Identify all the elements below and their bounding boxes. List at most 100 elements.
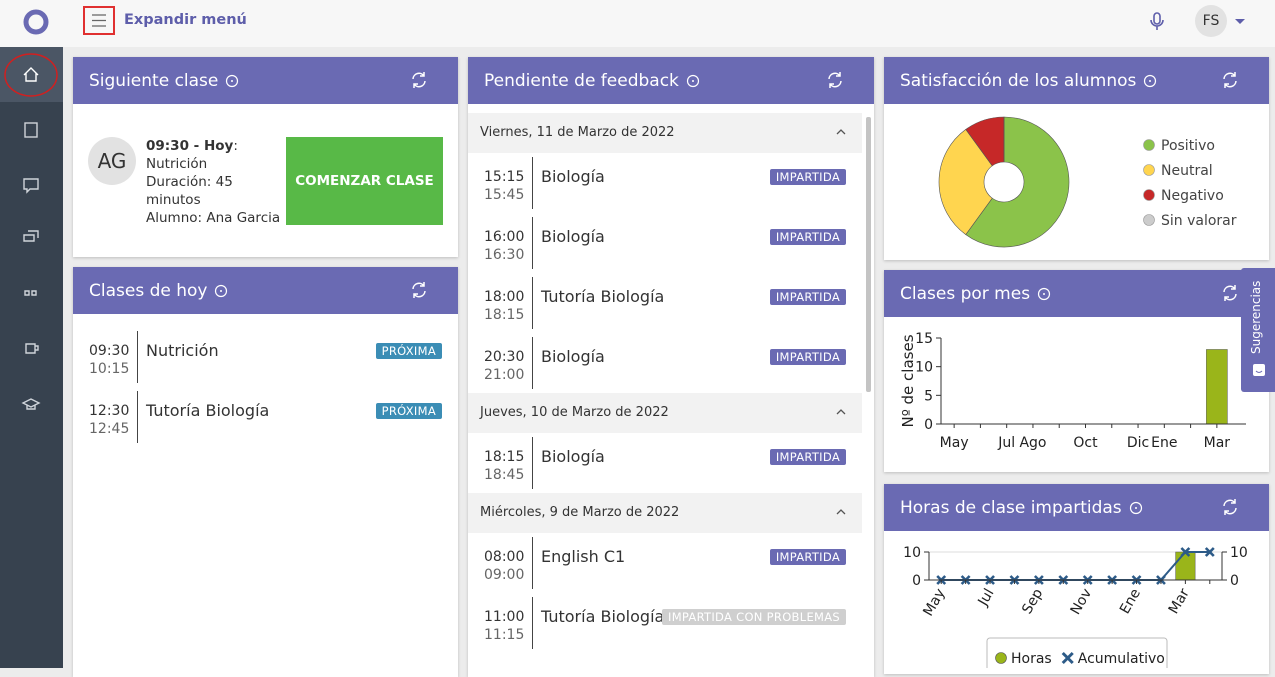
class-name: Tutoría Biología — [541, 607, 665, 626]
y-tick-label: 0 — [924, 417, 933, 433]
divider — [532, 337, 533, 389]
class-name: Biología — [541, 447, 605, 466]
class-time: 09:30 - Hoy — [146, 138, 234, 154]
help-icon[interactable] — [1129, 501, 1143, 515]
legend-box — [986, 637, 1168, 674]
class-row[interactable]: 12:30 12:45 Tutoría Biología PRÓXIMA — [73, 387, 458, 447]
cap-icon[interactable] — [21, 398, 41, 410]
highlight-ring — [4, 53, 58, 97]
class-name: Biología — [541, 167, 605, 186]
group-date: Viernes, 11 de Marzo de 2022 — [480, 125, 675, 140]
chat-icon[interactable] — [23, 178, 39, 194]
chevron — [836, 509, 846, 515]
home-icon[interactable] — [23, 67, 39, 82]
pie-slice — [938, 128, 993, 236]
status-badge: IMPARTIDA — [769, 349, 846, 365]
help-icon[interactable] — [686, 74, 700, 88]
class-row[interactable]: 11:00 11:15 Tutoría Biología IMPARTIDA CON … — [468, 593, 862, 653]
status-badge: IMPARTIDA — [769, 289, 846, 305]
refresh-icon[interactable] — [1221, 71, 1239, 89]
card-header: Satisfacción de los alumnos — [884, 57, 1269, 104]
help-icon[interactable] — [214, 284, 228, 298]
divider — [532, 217, 533, 269]
legend-label: Horas — [1011, 651, 1052, 667]
status-badge: PRÓXIMA — [375, 343, 442, 359]
legend-swatch — [1143, 214, 1155, 226]
start-time: 08:00 — [484, 549, 525, 565]
inbox-icon[interactable] — [23, 230, 39, 242]
refresh-icon[interactable] — [410, 71, 428, 89]
quote-icon[interactable] — [24, 290, 37, 296]
y2-tick-label: 10 — [1230, 545, 1248, 561]
suggestions-icon — [1253, 364, 1265, 376]
start-class-button[interactable]: COMENZAR CLASE — [286, 137, 443, 225]
group-header[interactable]: Viernes, 11 de Marzo de 2022 — [468, 113, 862, 153]
class-row[interactable]: 20:30 21:00 Biología IMPARTIDA — [468, 333, 862, 393]
class-row[interactable]: 18:15 18:45 Biología IMPARTIDA — [468, 433, 862, 493]
suggestions-tab[interactable]: Sugerencias — [1241, 268, 1275, 392]
card-title: Clases de hoy — [89, 280, 208, 301]
sidebar-icons — [0, 47, 63, 410]
user-avatar[interactable]: FS — [1195, 5, 1227, 37]
pie-slice — [965, 116, 1070, 248]
class-name: Tutoría Biología — [541, 287, 665, 306]
refresh-icon[interactable] — [410, 281, 428, 299]
menu-label[interactable]: Expandir menú — [124, 12, 247, 28]
class-info: 09:30 - Hoy: Nutrición Duración: 45 minu… — [146, 137, 284, 227]
refresh-icon[interactable] — [1221, 284, 1239, 302]
status-badge: PRÓXIMA — [375, 403, 442, 419]
help-icon[interactable] — [225, 74, 239, 88]
class-time-suffix: : — [233, 138, 238, 154]
user-caret[interactable] — [1234, 18, 1246, 26]
book-icon[interactable] — [24, 122, 38, 138]
legend-swatch — [1061, 651, 1074, 665]
chevron — [836, 129, 846, 135]
top-bar: Expandir menú FS — [0, 0, 1275, 47]
class-row[interactable]: 09:30 10:15 Nutrición PRÓXIMA — [73, 327, 458, 387]
class-name: Biología — [541, 227, 605, 246]
mic-icon[interactable] — [1148, 11, 1166, 33]
help-icon[interactable] — [1037, 287, 1051, 301]
x-tick-label: Sep — [1019, 586, 1046, 617]
end-time: 12:45 — [89, 421, 130, 437]
scrollbar[interactable] — [866, 117, 871, 392]
divider — [532, 597, 533, 649]
legend-label: Sin valorar — [1161, 213, 1237, 229]
y-axis-label: Nº de clases — [899, 334, 917, 427]
class-row[interactable]: 18:00 18:15 Tutoría Biología IMPARTIDA — [468, 273, 862, 333]
legend-swatch — [1143, 189, 1155, 201]
help-icon[interactable] — [1143, 74, 1157, 88]
class-row[interactable]: 08:00 09:00 English C1 IMPARTIDA — [468, 533, 862, 593]
status-badge: IMPARTIDA — [769, 549, 846, 565]
x-tick-label: Oct — [1073, 435, 1098, 451]
collapse-icon — [836, 409, 846, 415]
legend-swatch — [1143, 139, 1155, 151]
legend-label: Negativo — [1161, 188, 1224, 204]
x-tick-label: Dic — [1127, 435, 1149, 451]
today-card: Clases de hoy 09:30 10:15 Nutrición PRÓXIMA… — [73, 267, 458, 677]
end-time: 15:45 — [484, 187, 525, 203]
legend-swatch — [1143, 164, 1155, 176]
menu-button[interactable] — [83, 6, 115, 35]
refresh-icon[interactable] — [1221, 498, 1239, 516]
x-tick-label: Mar — [1204, 435, 1231, 451]
cup-icon[interactable] — [25, 343, 39, 354]
group-header[interactable]: Miércoles, 9 de Marzo de 2022 — [468, 493, 862, 533]
class-row[interactable]: 15:15 15:45 Biología IMPARTIDA — [468, 153, 862, 213]
end-time: 10:15 — [89, 361, 130, 377]
group-header[interactable]: Jueves, 10 de Marzo de 2022 — [468, 393, 862, 433]
class-name: English C1 — [541, 547, 626, 566]
start-time: 20:30 — [484, 349, 525, 365]
start-time: 15:15 — [484, 169, 525, 185]
class-row[interactable]: 16:00 16:30 Biología IMPARTIDA — [468, 213, 862, 273]
refresh-icon[interactable] — [826, 71, 844, 89]
active-item[interactable] — [0, 47, 63, 102]
divider — [532, 157, 533, 209]
end-time: 18:15 — [484, 307, 525, 323]
logo[interactable] — [22, 8, 50, 36]
bar — [1175, 551, 1196, 581]
y2-tick-label: 0 — [1230, 573, 1239, 589]
status-badge: IMPARTIDA — [769, 169, 846, 185]
pie-chart: Positivo Neutral Negativo Sin valorar — [938, 116, 1237, 248]
divider — [532, 437, 533, 489]
